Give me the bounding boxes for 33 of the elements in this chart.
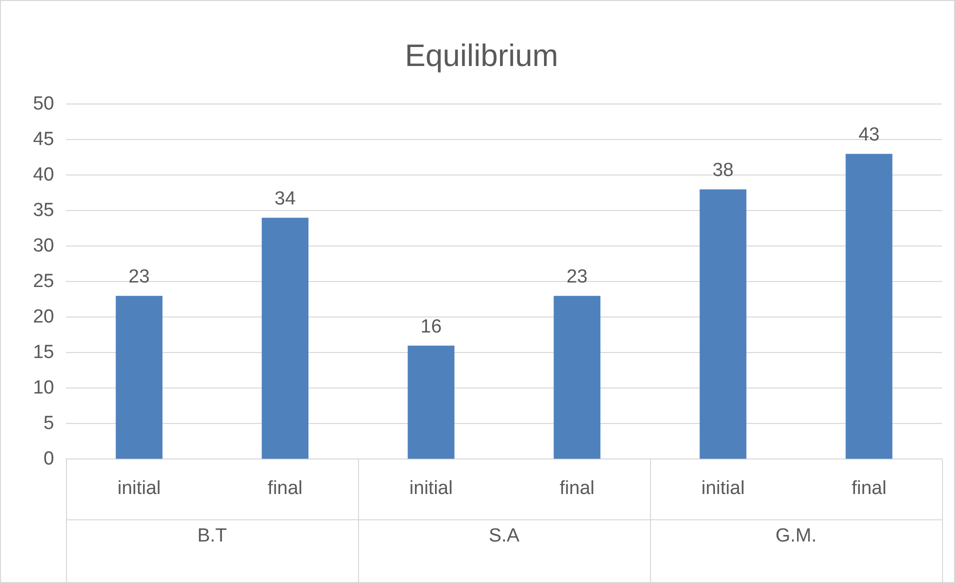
y-tick-label: 30 [32, 235, 54, 256]
data-label: 34 [274, 188, 296, 210]
bar [408, 346, 454, 459]
chart-title: Equilibrium [404, 38, 558, 74]
x-tick-label: final [852, 478, 886, 499]
y-tick-label: 25 [32, 270, 54, 292]
data-label: 16 [420, 316, 442, 338]
data-label: 43 [858, 124, 880, 146]
text: S.A [488, 525, 520, 546]
bar [116, 296, 162, 459]
x-tick-label: final [268, 478, 303, 499]
text: G.M. [775, 525, 817, 546]
y-tick-label: 45 [32, 128, 54, 150]
y-tick-label: 0 [44, 448, 54, 470]
y-tick-label: 40 [32, 164, 54, 186]
data-label: 23 [566, 266, 588, 288]
data-label: 23 [128, 266, 150, 288]
y-tick-label: 15 [32, 342, 54, 363]
y-tick-label: 5 [44, 412, 54, 434]
x-tick-label: initial [701, 478, 745, 499]
x-tick-label: initial [117, 478, 161, 499]
bar [262, 218, 308, 459]
bar [554, 296, 600, 459]
y-tick-label: 35 [32, 200, 54, 221]
x-tick-label: initial [409, 478, 453, 499]
y-tick-label: 20 [32, 306, 54, 328]
text: B.T [197, 525, 228, 546]
bar [846, 154, 892, 459]
bar [700, 189, 746, 459]
y-tick-label: 50 [32, 93, 54, 114]
y-tick-label: 10 [32, 377, 54, 398]
x-tick-label: final [560, 478, 594, 499]
data-label: 38 [712, 160, 734, 182]
